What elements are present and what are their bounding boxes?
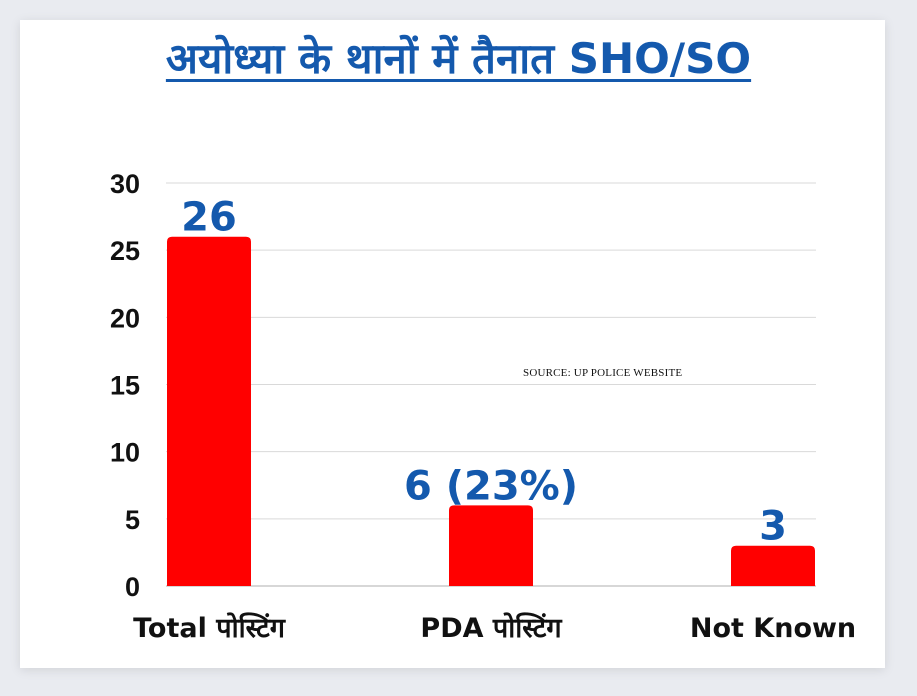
data-label-1: 26: [181, 195, 237, 241]
category-labels: Total पोस्टिंग PDA पोस्टिंग Not Known: [133, 612, 856, 644]
bar-1: [167, 236, 251, 586]
y-tick-label-20: 20: [110, 303, 140, 333]
category-label-1: Total पोस्टिंग: [133, 612, 287, 644]
y-tick-label-25: 25: [110, 236, 140, 266]
y-tick-label-10: 10: [110, 438, 140, 468]
y-tick-label-0: 0: [125, 572, 140, 602]
bars: [167, 236, 815, 586]
data-label-3: 3: [759, 504, 787, 550]
data-labels: 26 6 (23%) 3: [181, 195, 787, 550]
category-label-2: PDA पोस्टिंग: [420, 612, 563, 644]
y-tick-label-30: 30: [110, 169, 140, 199]
bar-2: [449, 505, 533, 586]
y-tick-label-5: 5: [125, 505, 140, 535]
bar-3: [731, 545, 815, 586]
y-axis-ticks: 0 5 10 15 20 25 30: [110, 169, 140, 602]
source-note: SOURCE: UP POLICE WEBSITE: [523, 367, 683, 379]
category-label-3: Not Known: [690, 613, 856, 644]
y-tick-label-15: 15: [110, 371, 140, 401]
data-label-2: 6 (23%): [404, 463, 578, 509]
chart-title: अयोध्या के थानों में तैनात SHO/SO: [165, 34, 752, 83]
